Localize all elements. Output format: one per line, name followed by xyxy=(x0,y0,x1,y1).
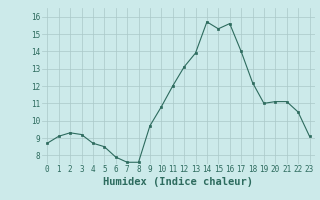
X-axis label: Humidex (Indice chaleur): Humidex (Indice chaleur) xyxy=(103,177,253,187)
